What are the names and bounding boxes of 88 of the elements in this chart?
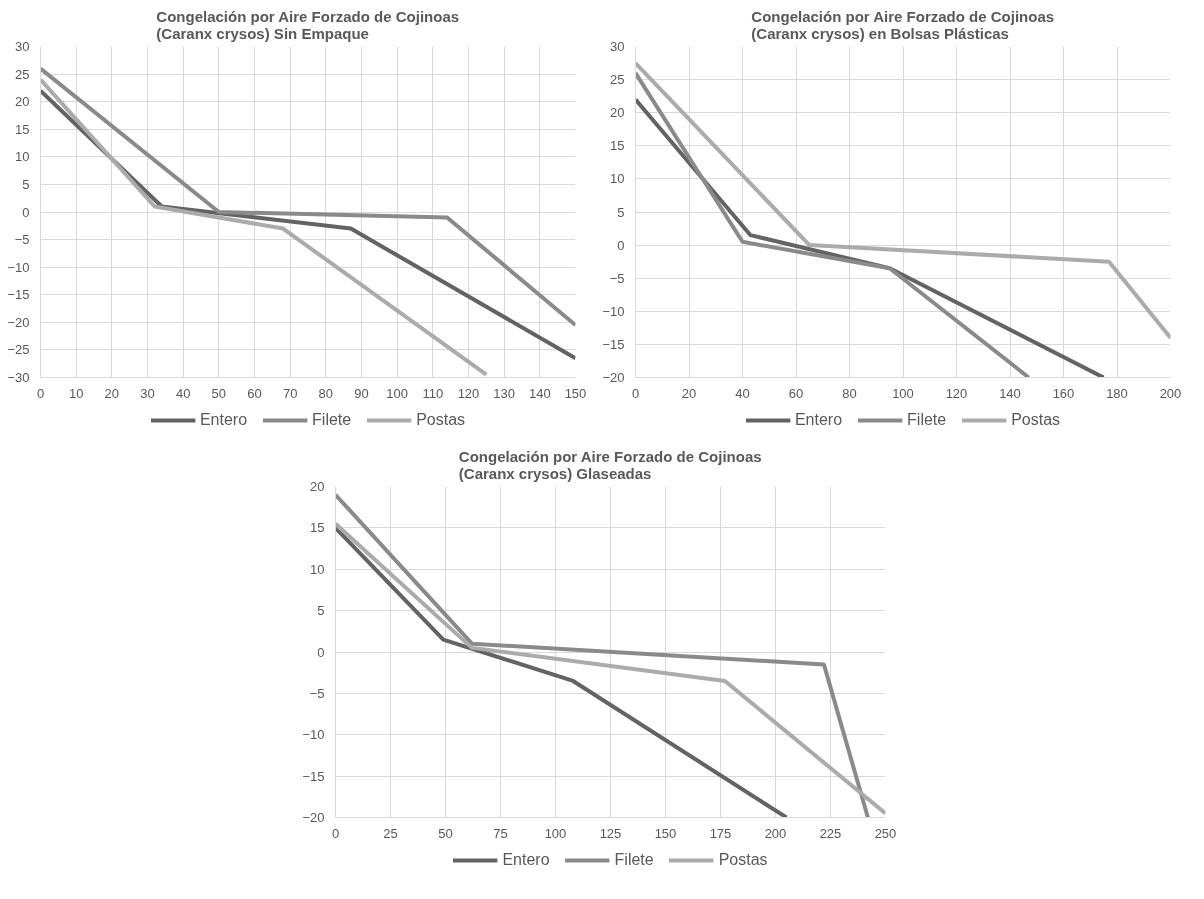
y-tick-label: 15	[610, 138, 625, 154]
x-tick-label: 20	[104, 385, 120, 401]
x-tick-label: 250	[874, 825, 897, 841]
y-tick-label: −25	[7, 342, 30, 358]
x-tick-label: 140	[528, 385, 551, 401]
y-tick-label: 10	[610, 171, 625, 187]
x-tick-label: 120	[457, 385, 480, 401]
x-tick-label: 0	[331, 825, 340, 841]
legend-label: Filete	[614, 851, 654, 869]
x-tick-label: 80	[318, 385, 334, 401]
chart-title: Congelación por Aire Forzado de Cojinoas (Caranx crysos) en Bolsas Plásticas	[751, 7, 1055, 42]
y-tick-label: −10	[302, 727, 325, 743]
x-tick-label: 130	[493, 385, 516, 401]
x-tick-label: 200	[764, 825, 787, 841]
y-tick-label: 0	[317, 644, 325, 660]
y-tick-label: 25	[610, 72, 625, 88]
x-tick-label: 60	[788, 385, 804, 401]
x-tick-label: 200	[1159, 385, 1182, 401]
x-tick-label: 20	[681, 385, 697, 401]
x-tick-label: 175	[709, 825, 732, 841]
x-tick-label: 225	[819, 825, 842, 841]
y-tick-label: 20	[310, 479, 325, 494]
x-tick-label: 0	[36, 385, 45, 401]
x-tick-label: 100	[892, 385, 914, 401]
y-tick-label: −15	[7, 287, 30, 303]
legend-label: Entero	[794, 411, 843, 429]
y-tick-label: 20	[610, 105, 625, 121]
legend-label: Postas	[718, 851, 768, 869]
x-tick-label: 125	[599, 825, 622, 841]
y-tick-label: 0	[617, 237, 625, 253]
x-tick-label: 160	[1052, 385, 1075, 401]
x-tick-label: 90	[354, 385, 369, 401]
y-tick-label: −20	[302, 810, 325, 825]
x-tick-label: 25	[383, 825, 398, 841]
x-tick-label: 50	[438, 825, 453, 841]
y-tick-label: −10	[7, 259, 30, 275]
x-tick-label: 40	[175, 385, 191, 401]
x-tick-label: 180	[1106, 385, 1128, 401]
legend-label: Postas	[1011, 411, 1061, 429]
x-tick-label: 140	[999, 385, 1021, 401]
x-tick-label: 100	[386, 385, 409, 401]
y-tick-label: −30	[7, 370, 30, 385]
y-tick-label: −20	[7, 314, 30, 330]
y-tick-label: 10	[15, 149, 30, 165]
y-tick-label: 25	[15, 66, 30, 82]
legend-label: Postas	[416, 411, 466, 429]
y-tick-label: 5	[617, 204, 625, 220]
x-tick-label: 150	[654, 825, 677, 841]
x-tick-label: 30	[140, 385, 155, 401]
x-tick-label: 150	[564, 385, 587, 401]
chart-title: Congelación por Aire Forzado de Cojinoas (Caranx crysos) Sin Empaque	[156, 7, 460, 42]
y-tick-label: 10	[310, 561, 325, 577]
y-tick-label: −5	[14, 232, 30, 248]
y-tick-label: 30	[610, 39, 625, 54]
line-series	[40, 77, 489, 377]
y-tick-label: 0	[22, 204, 30, 220]
y-tick-label: −20	[602, 370, 625, 385]
y-tick-label: −15	[302, 768, 325, 784]
x-tick-label: 10	[68, 385, 84, 401]
y-tick-label: 5	[317, 603, 325, 619]
y-tick-label: 5	[22, 176, 30, 192]
y-tick-label: 15	[310, 520, 325, 536]
chart-title: Congelación por Aire Forzado de Cojinoas (Caranx crysos) Glaseadas	[458, 447, 762, 482]
line-series	[335, 525, 789, 818]
line-series	[635, 70, 1031, 378]
x-tick-label: 100	[544, 825, 567, 841]
legend-label: Entero	[199, 411, 248, 429]
legend-label: Entero	[502, 851, 550, 869]
y-tick-label: −15	[602, 336, 625, 352]
x-tick-label: 50	[211, 385, 227, 401]
line-series	[40, 66, 576, 328]
x-tick-label: 40	[735, 385, 750, 401]
y-tick-label: 30	[15, 39, 30, 54]
x-tick-label: 120	[945, 385, 968, 401]
y-tick-label: −5	[309, 685, 325, 701]
x-tick-label: 80	[842, 385, 857, 401]
x-tick-label: 110	[422, 385, 444, 401]
y-tick-label: −10	[602, 303, 625, 319]
legend-label: Filete	[907, 411, 947, 429]
y-tick-label: 20	[15, 94, 30, 110]
x-tick-label: 75	[493, 825, 508, 841]
x-tick-label: 60	[247, 385, 262, 401]
legend-label: Filete	[312, 411, 352, 429]
y-tick-label: 15	[15, 121, 30, 137]
x-tick-label: 70	[282, 385, 298, 401]
y-tick-label: −5	[609, 270, 625, 286]
line-series	[635, 61, 1171, 340]
x-tick-label: 0	[631, 385, 640, 401]
